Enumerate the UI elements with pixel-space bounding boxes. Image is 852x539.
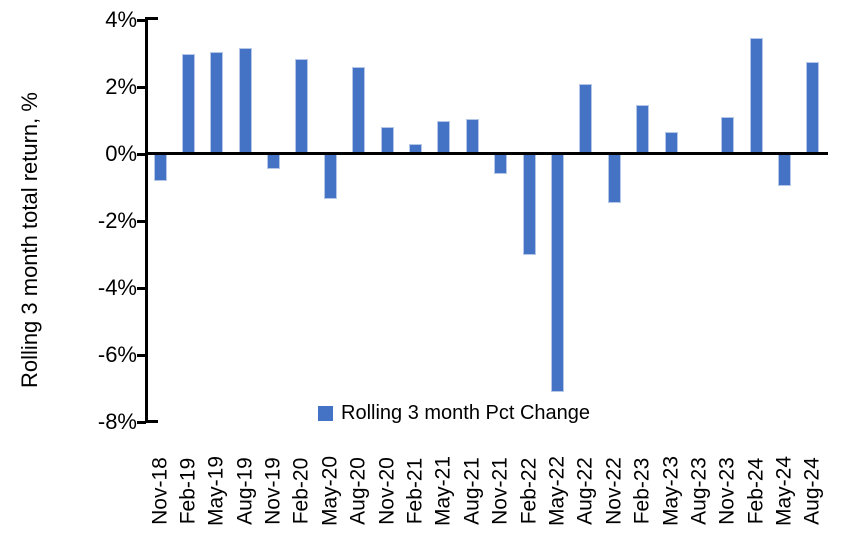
x-tick-label: May-23 xyxy=(659,455,683,527)
y-tick-label: 4% xyxy=(105,7,137,32)
y-tick-label: -6% xyxy=(97,342,137,367)
x-tick-label: May-22 xyxy=(545,455,569,527)
x-tick-label: Nov-23 xyxy=(715,457,739,525)
x-tick-label: Feb-21 xyxy=(403,457,427,525)
x-tick-label: Nov-22 xyxy=(602,457,626,525)
x-tick-label: May-19 xyxy=(204,455,228,527)
bar-May-21 xyxy=(437,120,451,154)
x-tick-label: Feb-19 xyxy=(176,457,200,525)
x-tick-label: Feb-24 xyxy=(744,457,768,525)
bar-Feb-19 xyxy=(181,53,195,154)
y-tick-label: 0% xyxy=(105,141,137,166)
bar-May-24 xyxy=(778,154,792,186)
bar-Aug-22 xyxy=(579,83,593,154)
bar-Nov-22 xyxy=(607,154,621,203)
bar-Aug-19 xyxy=(238,48,252,154)
y-tick-label: -4% xyxy=(97,275,137,300)
x-tick-label: Nov-21 xyxy=(488,457,512,525)
x-tick-label: May-20 xyxy=(318,455,342,527)
x-tick-label: Aug-20 xyxy=(346,457,370,525)
y-tick-label: 2% xyxy=(105,74,137,99)
y-tick-mark xyxy=(137,287,146,290)
x-tick-label: Nov-18 xyxy=(148,457,171,525)
y-tick-label: -8% xyxy=(97,409,137,434)
y-tick-mark xyxy=(137,421,146,424)
x-tick-label: Aug-23 xyxy=(687,457,711,525)
x-tick-label: Nov-20 xyxy=(375,457,399,525)
bar-Nov-20 xyxy=(380,127,394,154)
bar-Feb-20 xyxy=(295,58,309,154)
x-tick-label: Aug-21 xyxy=(460,457,484,525)
x-tick-label: Aug-19 xyxy=(233,457,257,525)
x-tick-label: Feb-22 xyxy=(517,457,541,525)
bar-May-23 xyxy=(664,132,678,154)
bar-Aug-20 xyxy=(352,66,366,154)
bar-Nov-23 xyxy=(721,117,735,154)
x-tick-label: May-21 xyxy=(431,455,455,527)
bar-May-22 xyxy=(550,154,564,392)
bar-Feb-23 xyxy=(636,105,650,154)
y-tick-mark xyxy=(137,153,146,156)
bar-Feb-24 xyxy=(749,38,763,154)
legend: Rolling 3 month Pct Change xyxy=(318,402,590,424)
bar-Aug-24 xyxy=(806,61,820,154)
y-axis-title: Rolling 3 month total return, % xyxy=(17,92,42,388)
y-tick-mark xyxy=(137,19,146,22)
bar-Aug-21 xyxy=(465,118,479,154)
y-tick-mark xyxy=(137,354,146,357)
x-tick-label: May-24 xyxy=(772,455,796,527)
y-tick-mark xyxy=(137,220,146,223)
y-axis-end-cap xyxy=(148,420,158,423)
y-axis-line xyxy=(145,17,148,423)
y-axis-end-cap xyxy=(148,17,158,20)
x-tick-label: Feb-20 xyxy=(289,457,313,525)
legend-marker-icon xyxy=(318,405,333,421)
bar-May-20 xyxy=(323,154,337,200)
x-tick-label: Aug-22 xyxy=(573,457,597,525)
x-tick-label: Nov-19 xyxy=(261,457,285,525)
bar-Nov-21 xyxy=(494,154,508,175)
x-axis-zero-line xyxy=(145,152,828,155)
y-tick-label: -2% xyxy=(97,208,137,233)
bar-Nov-18 xyxy=(153,154,167,181)
x-tick-label: Feb-23 xyxy=(630,457,654,525)
bar-Feb-22 xyxy=(522,154,536,255)
legend-label: Rolling 3 month Pct Change xyxy=(341,402,591,424)
y-tick-mark xyxy=(137,86,146,89)
bar-Nov-19 xyxy=(267,154,281,170)
x-tick-label: Aug-24 xyxy=(800,457,824,525)
bar-May-19 xyxy=(210,51,224,154)
